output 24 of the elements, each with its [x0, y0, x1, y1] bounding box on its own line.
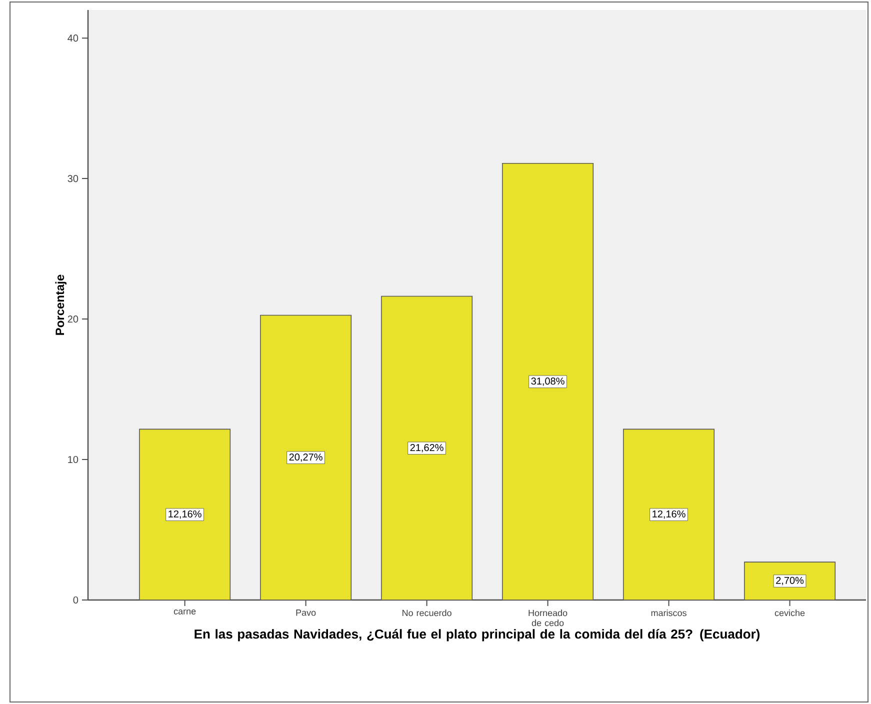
data-label: 12,16% — [168, 510, 202, 519]
bar — [623, 428, 715, 600]
y-tick-label: 40 — [68, 34, 78, 42]
y-tick-label: 10 — [68, 456, 78, 464]
bar — [502, 162, 594, 600]
bar — [139, 428, 231, 600]
data-label: 2,70% — [776, 576, 804, 586]
x-tick-label: No recuerdo — [402, 610, 452, 616]
bar — [381, 296, 473, 600]
x-tick-label: Pavo — [296, 610, 316, 616]
y-tick-label: 30 — [68, 175, 78, 182]
x-tick-label: carne — [174, 610, 196, 614]
x-tick-label: mariscos — [651, 610, 686, 616]
y-tick-label: 20 — [68, 316, 78, 323]
data-label: 12,16% — [652, 510, 686, 519]
data-label: 20,27% — [289, 453, 322, 462]
y-tick-label: 0 — [73, 596, 78, 604]
y-axis-title: Porcentaje — [55, 274, 66, 335]
data-label: 31,08% — [531, 378, 564, 386]
data-label: 21,62% — [410, 444, 444, 452]
x-tick-label: ceviche — [774, 610, 805, 616]
x-tick-label: Horneado de cedo — [528, 610, 568, 626]
x-axis-title: En las pasadas Navidades, ¿Cuál fue el plato principal de la comida del día 25? (Ecuador) — [194, 628, 760, 642]
bar — [260, 314, 352, 600]
